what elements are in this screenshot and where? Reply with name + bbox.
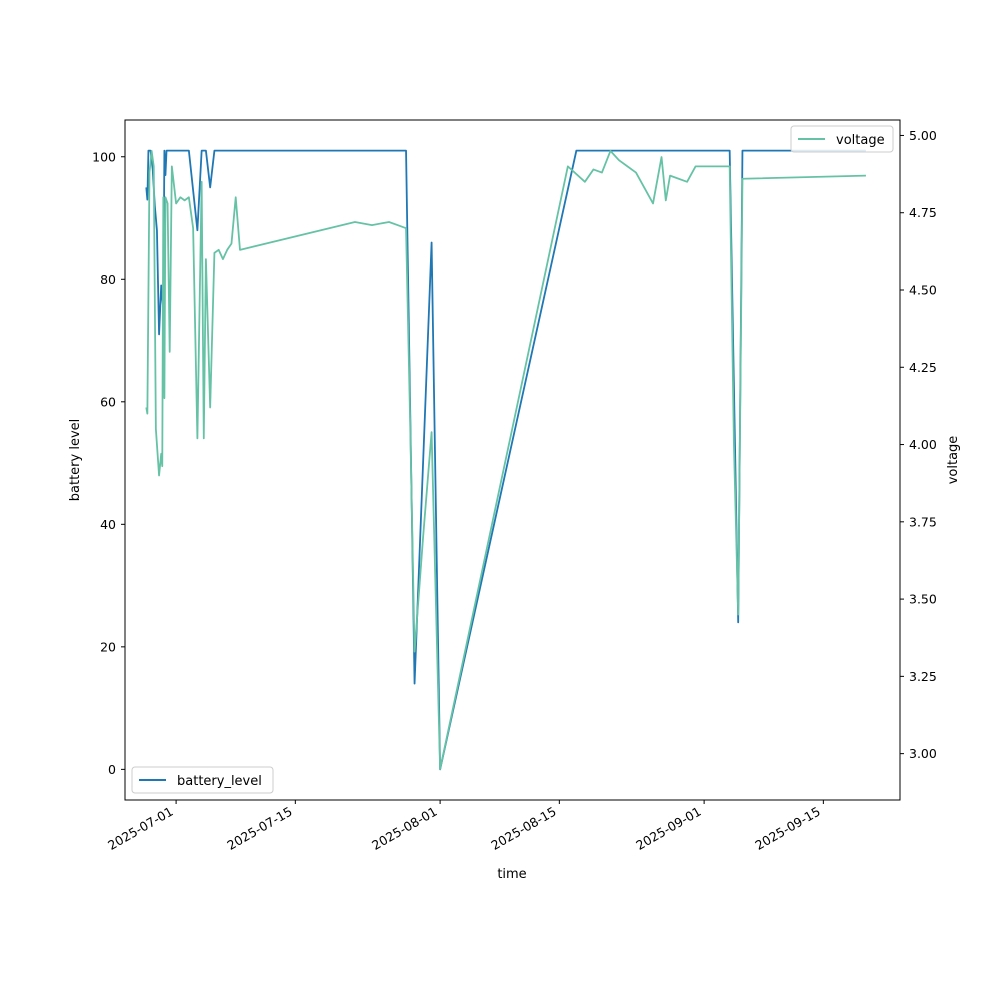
y-right-tick-label: 3.75 [909,514,937,529]
legend-battery-level-box [131,766,274,794]
legend-voltage: voltage [790,125,894,153]
legend-battery-level-label: battery_level [177,774,262,789]
y-left-tick-label: 100 [92,149,116,164]
y-left-axis-label: battery level [68,419,83,502]
y-left-tick-label: 40 [100,517,116,532]
y-right-tick-label: 3.00 [909,746,937,761]
legend-voltage-label: voltage [836,133,885,148]
y-right-tick-label: 3.25 [909,669,937,684]
x-axis-label: time [497,867,526,882]
y-left-tick-label: 80 [100,272,116,287]
y-right-tick-label: 4.25 [909,360,937,375]
y-left-tick-label: 60 [100,394,116,409]
y-left-tick-label: 20 [100,639,116,654]
y-right-tick-label: 4.75 [909,205,937,220]
legend-battery-level: battery_level [131,766,274,794]
y-left-tick-label: 0 [108,762,116,777]
legend-voltage-box [790,125,894,153]
y-right-axis-label: voltage [946,436,961,485]
y-right-tick-label: 5.00 [909,128,937,143]
series-line-voltage [145,150,866,770]
y-right-tick-label: 4.50 [909,283,937,298]
plot-frame [124,119,901,801]
y-right-tick-label: 3.50 [909,592,937,607]
y-right-tick-label: 4.00 [909,437,937,452]
